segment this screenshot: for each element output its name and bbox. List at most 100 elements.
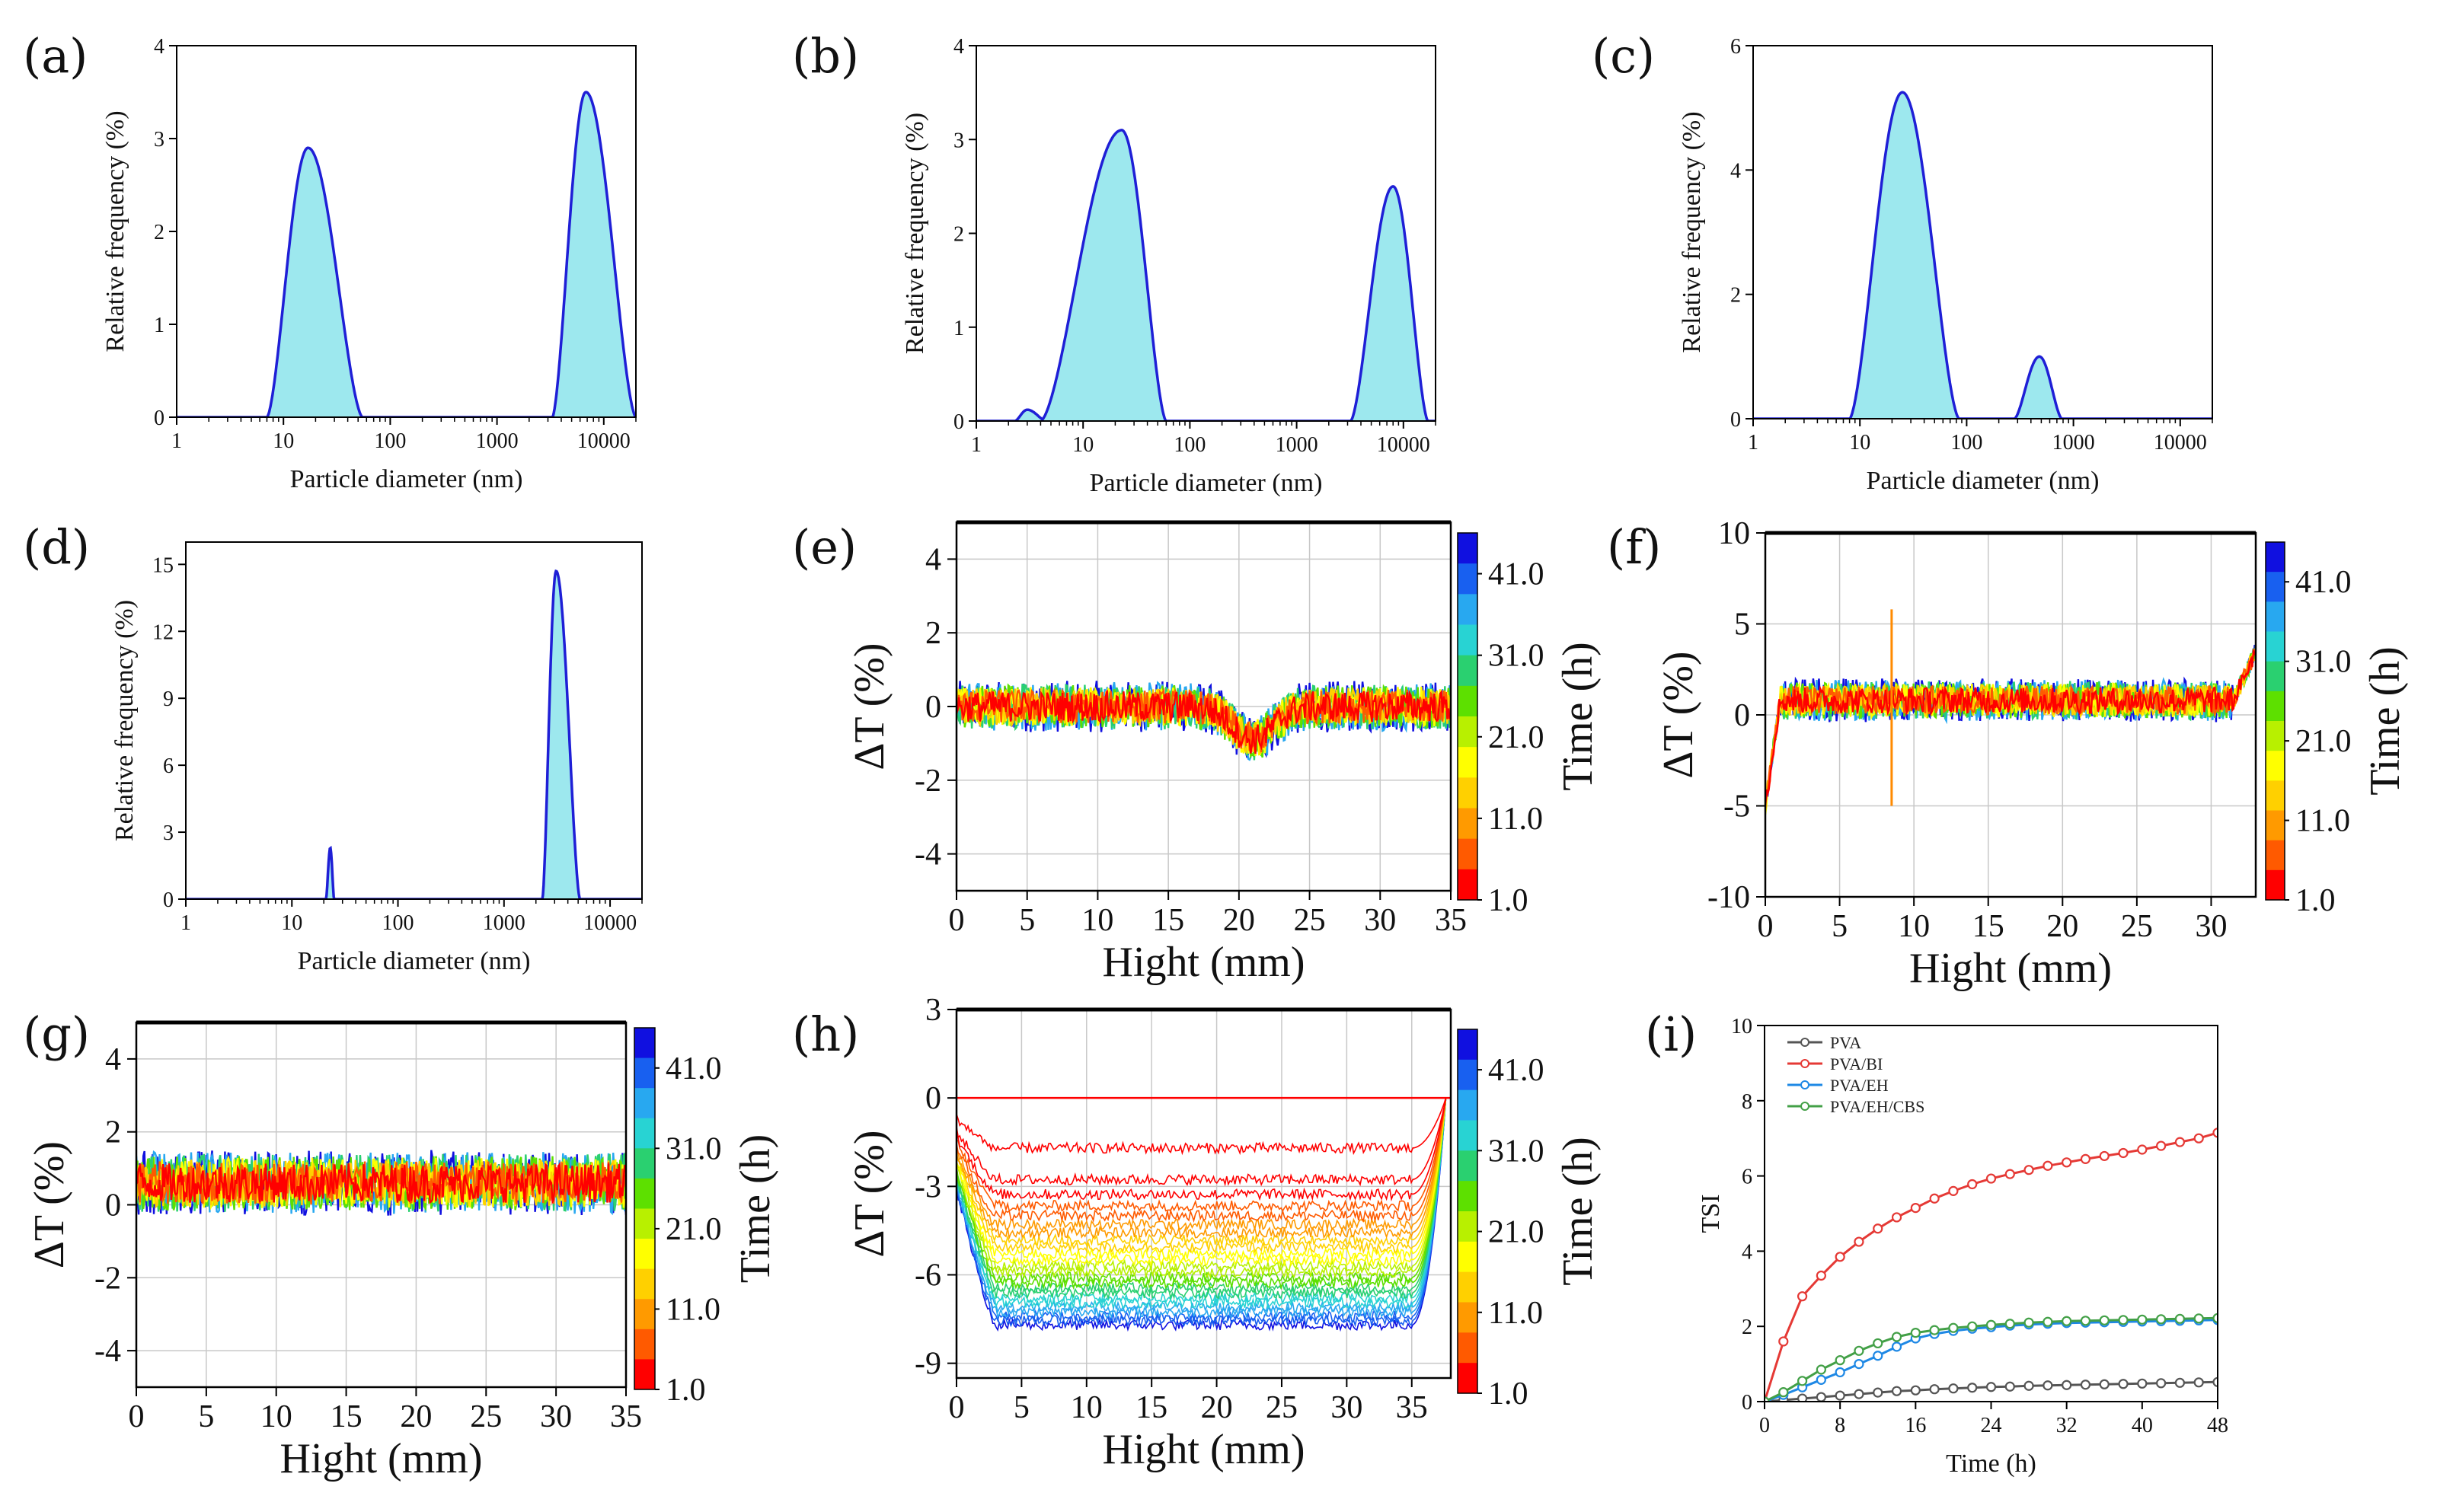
- distribution-fill: [1753, 92, 2212, 419]
- panel-g: (g) 0 5 10 15 20 25 30 35 -4 -2 0 2 4 Hight (mm) ΔT (%)…: [23, 1006, 779, 1482]
- x-tick-label: 1000: [2052, 431, 2095, 455]
- y-tick-label: 4: [105, 1042, 121, 1077]
- tsi-point: [1873, 1387, 1883, 1398]
- delta-t-series: [1765, 646, 2256, 806]
- x-tick-label: 20: [400, 1399, 432, 1434]
- plot-area: [186, 569, 642, 899]
- colorbar-tick-label: 21.0: [2295, 724, 2352, 759]
- tsi-point: [1985, 1319, 1997, 1330]
- tsi-point: [2156, 1314, 2167, 1325]
- y-tick-label: 4: [1742, 1240, 1752, 1264]
- colorbar-frame: [1457, 1029, 1478, 1394]
- tsi-point: [2080, 1380, 2091, 1390]
- panel-label: (g): [23, 1006, 90, 1062]
- colorbar-segment: [1458, 747, 1477, 778]
- tsi-point: [1891, 1341, 1902, 1352]
- y-axis-label: Relative frequency (%): [1678, 111, 1706, 352]
- y-tick-label: 4: [154, 35, 164, 59]
- x-axis-label: Hight (mm): [1103, 939, 1305, 986]
- colorbar-tick-label: 1.0: [2295, 883, 2336, 918]
- tsi-point: [1948, 1185, 1959, 1196]
- colorbar-label: Time (h): [1554, 642, 1602, 791]
- y-tick-label: 9: [163, 687, 174, 711]
- colorbar-label: Time (h): [732, 1134, 779, 1284]
- legend-marker: [1800, 1080, 1809, 1089]
- delta-t-series: [957, 1097, 1451, 1319]
- x-tick-label: 10000: [577, 429, 631, 453]
- colorbar-tick-label: 31.0: [1488, 639, 1544, 674]
- y-axis-label: ΔT (%): [26, 1141, 73, 1268]
- x-tick-label: 30: [540, 1399, 572, 1434]
- panel-label: (i): [1645, 1006, 1697, 1062]
- tsi-point: [2193, 1313, 2204, 1324]
- tsi-point: [2118, 1147, 2129, 1159]
- plot-frame: [185, 541, 643, 900]
- colorbar-frame: [634, 1027, 656, 1390]
- colorbar-segment: [2266, 840, 2285, 871]
- colorbar-segment: [1458, 1120, 1477, 1151]
- colorbar-segment: [1458, 808, 1477, 840]
- x-axis-label: Particle diameter (nm): [1867, 467, 2100, 495]
- panel-e: (e) 0 5 10 15 20 25 30 35 -4 -2 0 2 4 Hight (mm) ΔT (%)…: [792, 519, 1602, 986]
- tsi-point: [1929, 1384, 1940, 1395]
- colorbar-segment: [1458, 1332, 1477, 1364]
- tsi-point: [1891, 1212, 1902, 1223]
- colorbar-segment: [2266, 631, 2285, 662]
- colorbar-segment: [1458, 1089, 1477, 1121]
- tsi-point: [2193, 1133, 2204, 1144]
- colorbar-segment: [2266, 542, 2285, 573]
- x-tick-label: 1000: [476, 429, 519, 453]
- tsi-point: [2137, 1378, 2148, 1389]
- tsi-point: [2099, 1315, 2110, 1325]
- delta-t-series: [1765, 656, 2256, 805]
- delta-t-series: [957, 689, 1451, 754]
- legend-entry: PVA/EH: [1830, 1076, 1889, 1095]
- x-tick-label: 5: [1832, 909, 1848, 944]
- colorbar-segment: [1458, 563, 1477, 595]
- distribution-line: [976, 129, 1436, 421]
- colorbar-label: Time (h): [1554, 1137, 1602, 1286]
- x-tick-label: 15: [1135, 1390, 1167, 1425]
- delta-t-series: [957, 1097, 1451, 1332]
- y-axis-label: ΔT (%): [846, 1130, 893, 1257]
- tsi-point: [2043, 1316, 2053, 1327]
- x-tick-label: 35: [1435, 903, 1467, 938]
- x-tick-label: 10000: [583, 911, 637, 935]
- colorbar-segment: [634, 1118, 655, 1149]
- y-tick-label: 2: [154, 221, 164, 244]
- x-tick-label: 30: [1330, 1390, 1362, 1425]
- delta-t-series: [957, 1097, 1451, 1300]
- tsi-point: [1854, 1345, 1864, 1356]
- plot-area: [177, 91, 636, 417]
- tsi-point: [1765, 1396, 1770, 1402]
- tsi-point: [2118, 1379, 2129, 1389]
- tsi-point: [2137, 1144, 2148, 1155]
- y-tick-label: 2: [953, 223, 964, 247]
- colorbar-frame: [1457, 532, 1478, 901]
- tsi-point: [1910, 1327, 1921, 1338]
- colorbar-tick-label: 21.0: [1488, 1215, 1544, 1250]
- y-tick-label: 8: [1742, 1090, 1752, 1114]
- tsi-point: [2043, 1380, 2053, 1391]
- y-tick-label: -5: [1723, 789, 1750, 825]
- colorbar-segment: [634, 1299, 655, 1330]
- y-axis-label: ΔT (%): [846, 643, 893, 770]
- panel-label: (f): [1607, 519, 1661, 575]
- y-tick-label: 10: [1718, 516, 1750, 551]
- tsi-point: [2062, 1157, 2072, 1168]
- y-tick-label: 0: [163, 888, 174, 912]
- tsi-point: [2062, 1316, 2072, 1326]
- colorbar-segment: [1458, 1363, 1477, 1394]
- tsi-point: [1910, 1202, 1921, 1214]
- y-tick-label: 0: [1734, 698, 1750, 733]
- delta-t-series: [1765, 648, 2256, 805]
- tsi-point: [1816, 1374, 1826, 1385]
- delta-t-series: [1765, 645, 2256, 797]
- y-tick-label: 2: [1742, 1316, 1752, 1339]
- x-tick-label: 10000: [1377, 433, 1430, 457]
- tsi-point: [1891, 1332, 1902, 1342]
- colorbar-segment: [1458, 594, 1477, 625]
- tsi-point: [1835, 1390, 1845, 1401]
- tsi-point: [2193, 1377, 2204, 1388]
